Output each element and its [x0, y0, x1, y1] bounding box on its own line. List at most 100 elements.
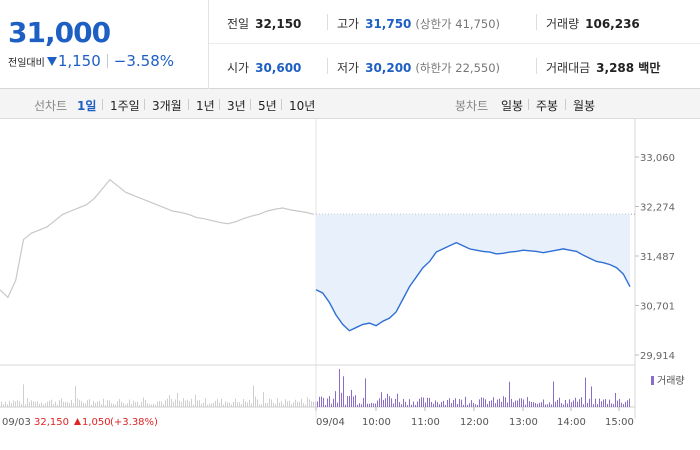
- current-price: 31,000: [8, 16, 111, 49]
- volume-bar: [287, 401, 288, 407]
- volume-bar: [451, 403, 452, 407]
- volume-bar: [555, 401, 556, 407]
- volume-bar: [141, 401, 142, 407]
- volume-bar: [303, 403, 304, 407]
- volume-bar: [431, 401, 432, 407]
- volume-bar: [127, 403, 128, 407]
- volume-bar: [189, 401, 190, 407]
- volume-bar: [491, 400, 492, 407]
- volume-bar: [485, 399, 486, 407]
- volume-bar: [481, 397, 482, 407]
- volume-bar: [345, 404, 346, 407]
- volume-bar: [413, 401, 414, 407]
- volume-bar: [291, 404, 292, 407]
- volume-bar: [511, 398, 512, 407]
- volume-bar: [585, 377, 586, 407]
- volume-bar: [281, 401, 282, 407]
- volume-bar: [293, 402, 294, 407]
- volume-bar: [489, 400, 490, 407]
- volume-bar: [143, 397, 144, 407]
- volume-bar: [161, 401, 162, 407]
- down-triangle-icon: [46, 56, 57, 66]
- volume-bar: [443, 400, 444, 407]
- volume-bar: [571, 402, 572, 407]
- volume-bar: [257, 399, 258, 407]
- line-chart-label: 선차트: [34, 99, 68, 113]
- volume-bar: [283, 404, 284, 407]
- volume-bar: [355, 395, 356, 407]
- divider: [219, 99, 220, 110]
- volume-bar: [17, 400, 18, 407]
- volume-bar: [207, 404, 208, 407]
- volume-bar: [183, 398, 184, 407]
- volume-legend-swatch: [651, 376, 654, 385]
- volume-bar: [627, 400, 628, 407]
- volume-bar: [521, 398, 522, 407]
- x-tick-label: 12:00: [460, 417, 489, 428]
- volume-bar: [321, 396, 322, 407]
- volume-bar: [1, 401, 2, 407]
- volume-bar: [135, 402, 136, 407]
- volume-bar: [63, 401, 64, 407]
- volume-bar: [19, 401, 20, 407]
- x-tick-label: 11:00: [411, 417, 440, 428]
- volume-bar: [81, 401, 82, 407]
- volume-bar: [87, 400, 88, 407]
- change-percent: −3.58%: [113, 52, 174, 70]
- volume-bar: [113, 403, 114, 407]
- volume-bar: [299, 401, 300, 407]
- candle-monthly[interactable]: 월봉: [573, 99, 596, 113]
- volume-bar: [7, 404, 8, 407]
- candle-daily[interactable]: 일봉: [501, 99, 524, 113]
- period-1d[interactable]: 1일: [77, 99, 97, 113]
- volume-bar: [195, 394, 196, 407]
- divider: [188, 99, 189, 110]
- period-3y[interactable]: 3년: [227, 99, 246, 113]
- volume-bar: [21, 403, 22, 407]
- candle-weekly[interactable]: 주봉: [536, 99, 559, 113]
- period-10y[interactable]: 10년: [289, 99, 316, 113]
- volume-bar: [427, 397, 428, 407]
- period-3m[interactable]: 3개월: [152, 99, 182, 113]
- volume-bar: [41, 402, 42, 407]
- volume-bar: [159, 401, 160, 407]
- period-1w[interactable]: 1주일: [110, 99, 140, 113]
- volume-bar: [469, 403, 470, 407]
- volume-bar: [549, 402, 550, 407]
- volume-bar: [129, 399, 130, 407]
- volume-bar: [221, 398, 222, 407]
- volume-bar: [435, 400, 436, 407]
- volume-bar: [453, 399, 454, 407]
- volume-bar: [375, 403, 376, 407]
- volume-bar: [553, 381, 554, 407]
- volume-bar: [399, 402, 400, 407]
- volume-bar: [231, 404, 232, 407]
- volume-bar: [441, 401, 442, 407]
- volume-bar: [217, 399, 218, 407]
- period-1y[interactable]: 1년: [196, 99, 215, 113]
- volume-bar: [503, 396, 504, 407]
- volume-bar: [185, 400, 186, 407]
- period-5y[interactable]: 5년: [258, 99, 277, 113]
- divider: [281, 99, 282, 110]
- volume-bar: [53, 404, 54, 407]
- volume-bar: [213, 402, 214, 407]
- volume-bar: [9, 400, 10, 407]
- volume-bar: [219, 402, 220, 407]
- volume-bar: [79, 399, 80, 407]
- volume-bars: [1, 369, 630, 407]
- volume-bar: [223, 404, 224, 407]
- volume-bar: [365, 378, 366, 407]
- volume-bar: [187, 399, 188, 407]
- volume-bar: [137, 401, 138, 407]
- divider: [536, 14, 537, 30]
- volume-bar: [397, 393, 398, 407]
- volume-bar: [139, 404, 140, 407]
- volume-bar: [35, 401, 36, 407]
- volume-bar: [501, 401, 502, 407]
- volume-bar: [47, 401, 48, 407]
- volume-bar: [205, 398, 206, 407]
- price-box: 31,000 전일대비 1,150 −3.58%: [0, 0, 209, 89]
- volume-bar: [599, 398, 600, 407]
- up-triangle-icon: [74, 418, 81, 425]
